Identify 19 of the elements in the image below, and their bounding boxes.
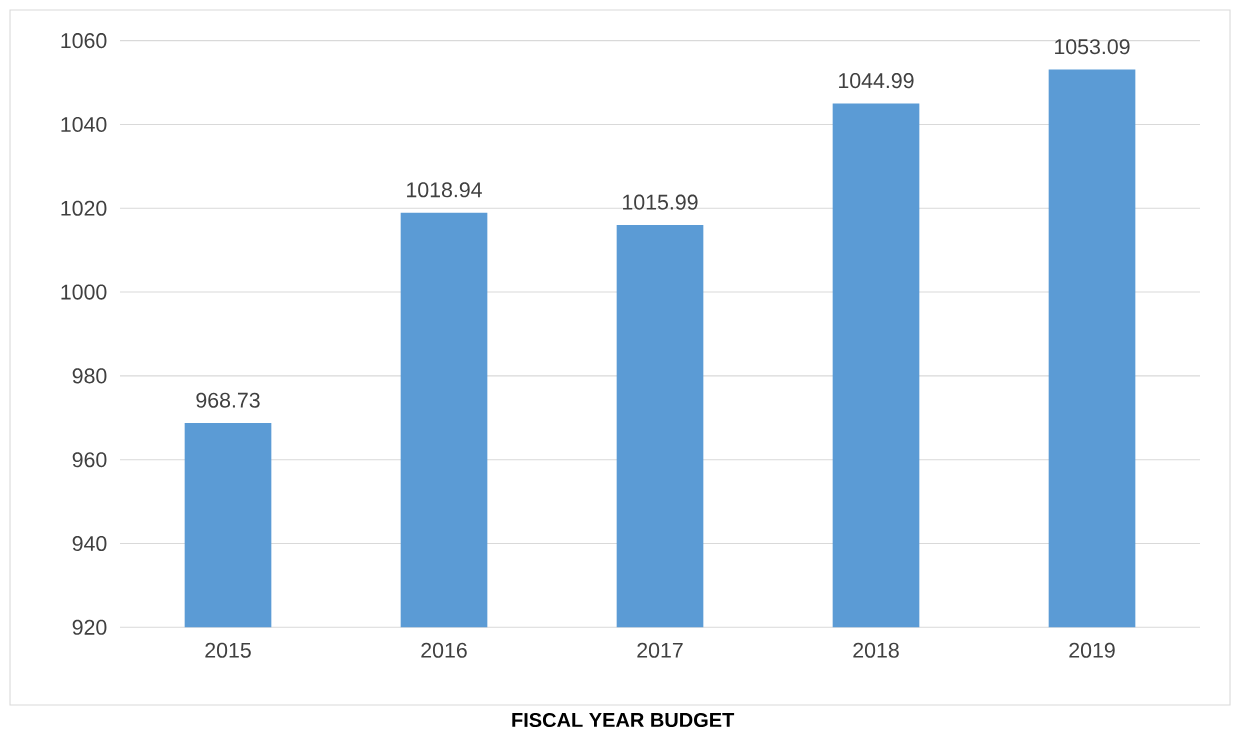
data-label: 1053.09 (1055, 39, 1130, 55)
data-label: 1018.94 (407, 182, 482, 198)
x-tick-label: 2018 (853, 642, 899, 658)
data-label: 1015.99 (623, 194, 698, 210)
y-tick-label: 920 (72, 619, 107, 635)
y-tick-label: 1020 (61, 200, 107, 216)
y-tick-label: 960 (72, 452, 107, 468)
y-tick-label: 980 (72, 368, 107, 384)
data-label: 968.73 (196, 392, 260, 408)
y-tick-label: 1060 (61, 33, 107, 49)
x-tick-label: 2015 (205, 642, 251, 658)
y-tick-label: 940 (72, 535, 107, 552)
x-tick-label: 2016 (421, 642, 467, 658)
y-tick-label: 1000 (61, 284, 107, 300)
data-label: 1044.99 (839, 73, 914, 89)
text: FISCAL YEAR BUDGET (512, 712, 735, 728)
x-tick-label: 2019 (1069, 642, 1115, 658)
x-tick-label: 2017 (637, 642, 683, 658)
y-tick-label: 1040 (61, 116, 107, 133)
